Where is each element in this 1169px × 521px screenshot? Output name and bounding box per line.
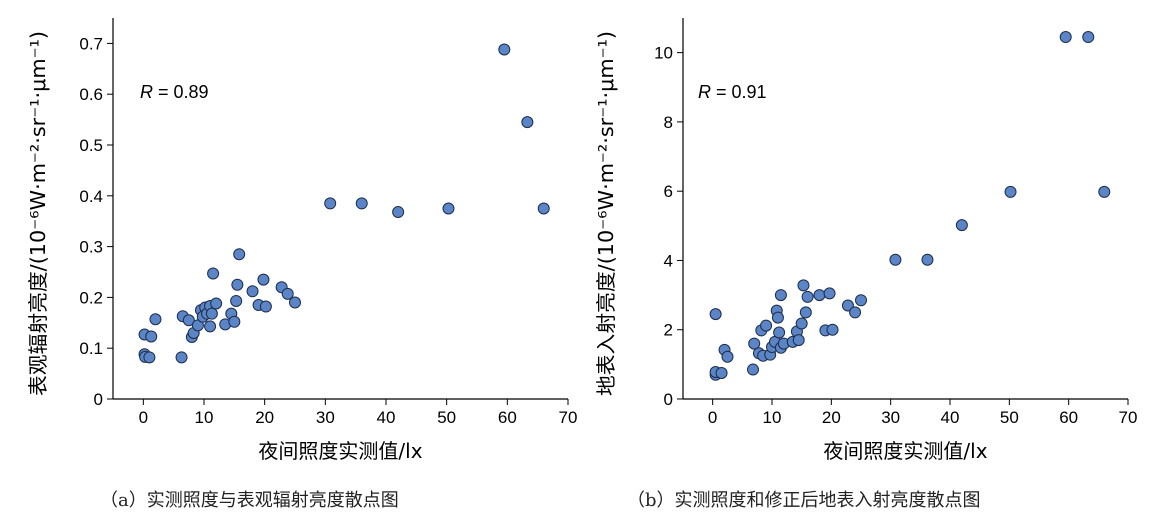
chart-a-svg: 0 10 20 30 40 50 60 70 0 0.1 0.2 0.3 0.4 0.5 0.6 0.7 夜间照… <box>26 18 578 463</box>
x-tick-label: 30 <box>316 408 335 427</box>
y-tick-label: 0 <box>664 390 673 409</box>
caption-b: （b）实测照度和修正后地表入射亮度散点图 <box>627 490 981 511</box>
x-tick-label: 10 <box>195 408 214 427</box>
scatter-panel-b: 0 10 20 30 40 50 60 70 0 2 4 6 8 10 夜间照度实测值/lx 地表入射亮度/(… <box>585 0 1169 470</box>
correlation-annotation: R = 0.91 <box>698 82 767 102</box>
scatter-point <box>205 307 218 320</box>
scatter-point <box>841 299 854 312</box>
scatter-point <box>233 248 246 261</box>
scatter-point <box>204 320 217 333</box>
scatter-point <box>1098 185 1111 198</box>
scatter-point <box>826 323 839 336</box>
y-tick-label: 0.5 <box>79 136 103 155</box>
x-tick-label: 50 <box>1000 408 1019 427</box>
caption-a: （a）实测照度与表观辐射亮度散点图 <box>100 490 399 511</box>
y-tick-label: 0.4 <box>79 187 103 206</box>
y-tick-label: 2 <box>664 321 673 340</box>
scatter-point <box>149 313 162 326</box>
scatter-point <box>823 287 836 300</box>
scatter-point <box>799 306 812 319</box>
scatter-point <box>748 337 761 350</box>
y-tick-label: 0.6 <box>79 85 103 104</box>
scatter-point <box>760 319 773 332</box>
x-tick-label: 60 <box>498 408 517 427</box>
y-tick-label: 0.2 <box>79 288 103 307</box>
x-tick-label: 40 <box>941 408 960 427</box>
scatter-point <box>773 326 786 339</box>
scatter-point <box>774 289 787 302</box>
x-tick-label: 10 <box>763 408 782 427</box>
x-tick-label: 0 <box>139 408 148 427</box>
y-tick-label: 0.3 <box>79 238 103 257</box>
scatter-point <box>801 290 814 303</box>
x-axis-label: 夜间照度实测值/lx <box>258 439 422 463</box>
scatter-point <box>228 315 241 328</box>
scatter-point <box>721 350 734 363</box>
scatter-point <box>143 351 156 364</box>
scatter-point <box>289 296 301 309</box>
scatter-point <box>537 202 550 215</box>
x-tick-label: 70 <box>1119 408 1138 427</box>
x-axis-label: 夜间照度实测值/lx <box>823 439 987 463</box>
correlation-annotation: R = 0.89 <box>140 82 209 102</box>
x-tick-label: 20 <box>255 408 274 427</box>
scatter-point <box>849 306 862 319</box>
scatter-point <box>813 289 826 302</box>
x-tick-label: 0 <box>708 408 717 427</box>
scatter-point <box>442 202 455 215</box>
scatter-point <box>246 285 259 298</box>
scatter-point <box>324 197 337 210</box>
scatter-point <box>921 253 934 266</box>
scatter-point <box>792 334 805 347</box>
y-axis-label: 表观辐射亮度/(10⁻⁶W·m⁻²·sr⁻¹·μm⁻¹) <box>26 31 50 396</box>
scatter-point <box>855 294 867 307</box>
y-axis-label: 地表入射亮度/(10⁻⁶W·m⁻²·sr⁻¹·μm⁻¹) <box>594 31 618 396</box>
scatter-point <box>1059 31 1072 44</box>
x-tick-label: 20 <box>822 408 841 427</box>
scatter-point <box>521 116 534 129</box>
scatter-point <box>230 294 243 307</box>
scatter-point <box>771 311 784 324</box>
y-tick-label: 10 <box>654 44 673 63</box>
scatter-point <box>709 308 722 321</box>
scatter-point <box>231 278 244 291</box>
scatter-point <box>1082 31 1095 44</box>
chart-b-svg: 0 10 20 30 40 50 60 70 0 2 4 6 8 10 夜间照度实测值/lx 地表入射亮度/(… <box>594 18 1138 463</box>
scatter-point <box>355 197 368 210</box>
y-tick-label: 6 <box>664 182 673 201</box>
scatter-point <box>392 206 405 219</box>
x-tick-label: 70 <box>559 408 578 427</box>
scatter-panel-a: 0 10 20 30 40 50 60 70 0 0.1 0.2 0.3 0.4 0.5 0.6 0.7 夜间照… <box>0 0 590 470</box>
x-tick-label: 40 <box>377 408 396 427</box>
scatter-point <box>175 351 188 364</box>
x-tick-label: 30 <box>881 408 900 427</box>
scatter-point <box>257 273 270 286</box>
scatter-point <box>210 297 223 310</box>
scatter-point <box>145 330 158 343</box>
y-tick-label: 0.7 <box>79 34 103 53</box>
y-tick-label: 4 <box>664 251 673 270</box>
scatter-point <box>259 300 272 313</box>
y-tick-label: 0 <box>94 390 103 409</box>
scatter-point <box>797 279 810 292</box>
scatter-point <box>715 367 728 380</box>
scatter-point <box>182 314 195 327</box>
scatter-point <box>498 43 511 56</box>
y-tick-label: 0.1 <box>79 339 103 358</box>
scatter-point <box>795 317 808 330</box>
y-tick-label: 8 <box>664 113 673 132</box>
scatter-point <box>747 363 760 376</box>
scatter-point <box>1004 185 1017 198</box>
scatter-point <box>889 253 902 266</box>
scatter-point <box>207 267 220 280</box>
x-tick-label: 50 <box>437 408 456 427</box>
scatter-point <box>955 219 968 232</box>
scatter-point <box>281 287 294 300</box>
x-tick-label: 60 <box>1059 408 1078 427</box>
